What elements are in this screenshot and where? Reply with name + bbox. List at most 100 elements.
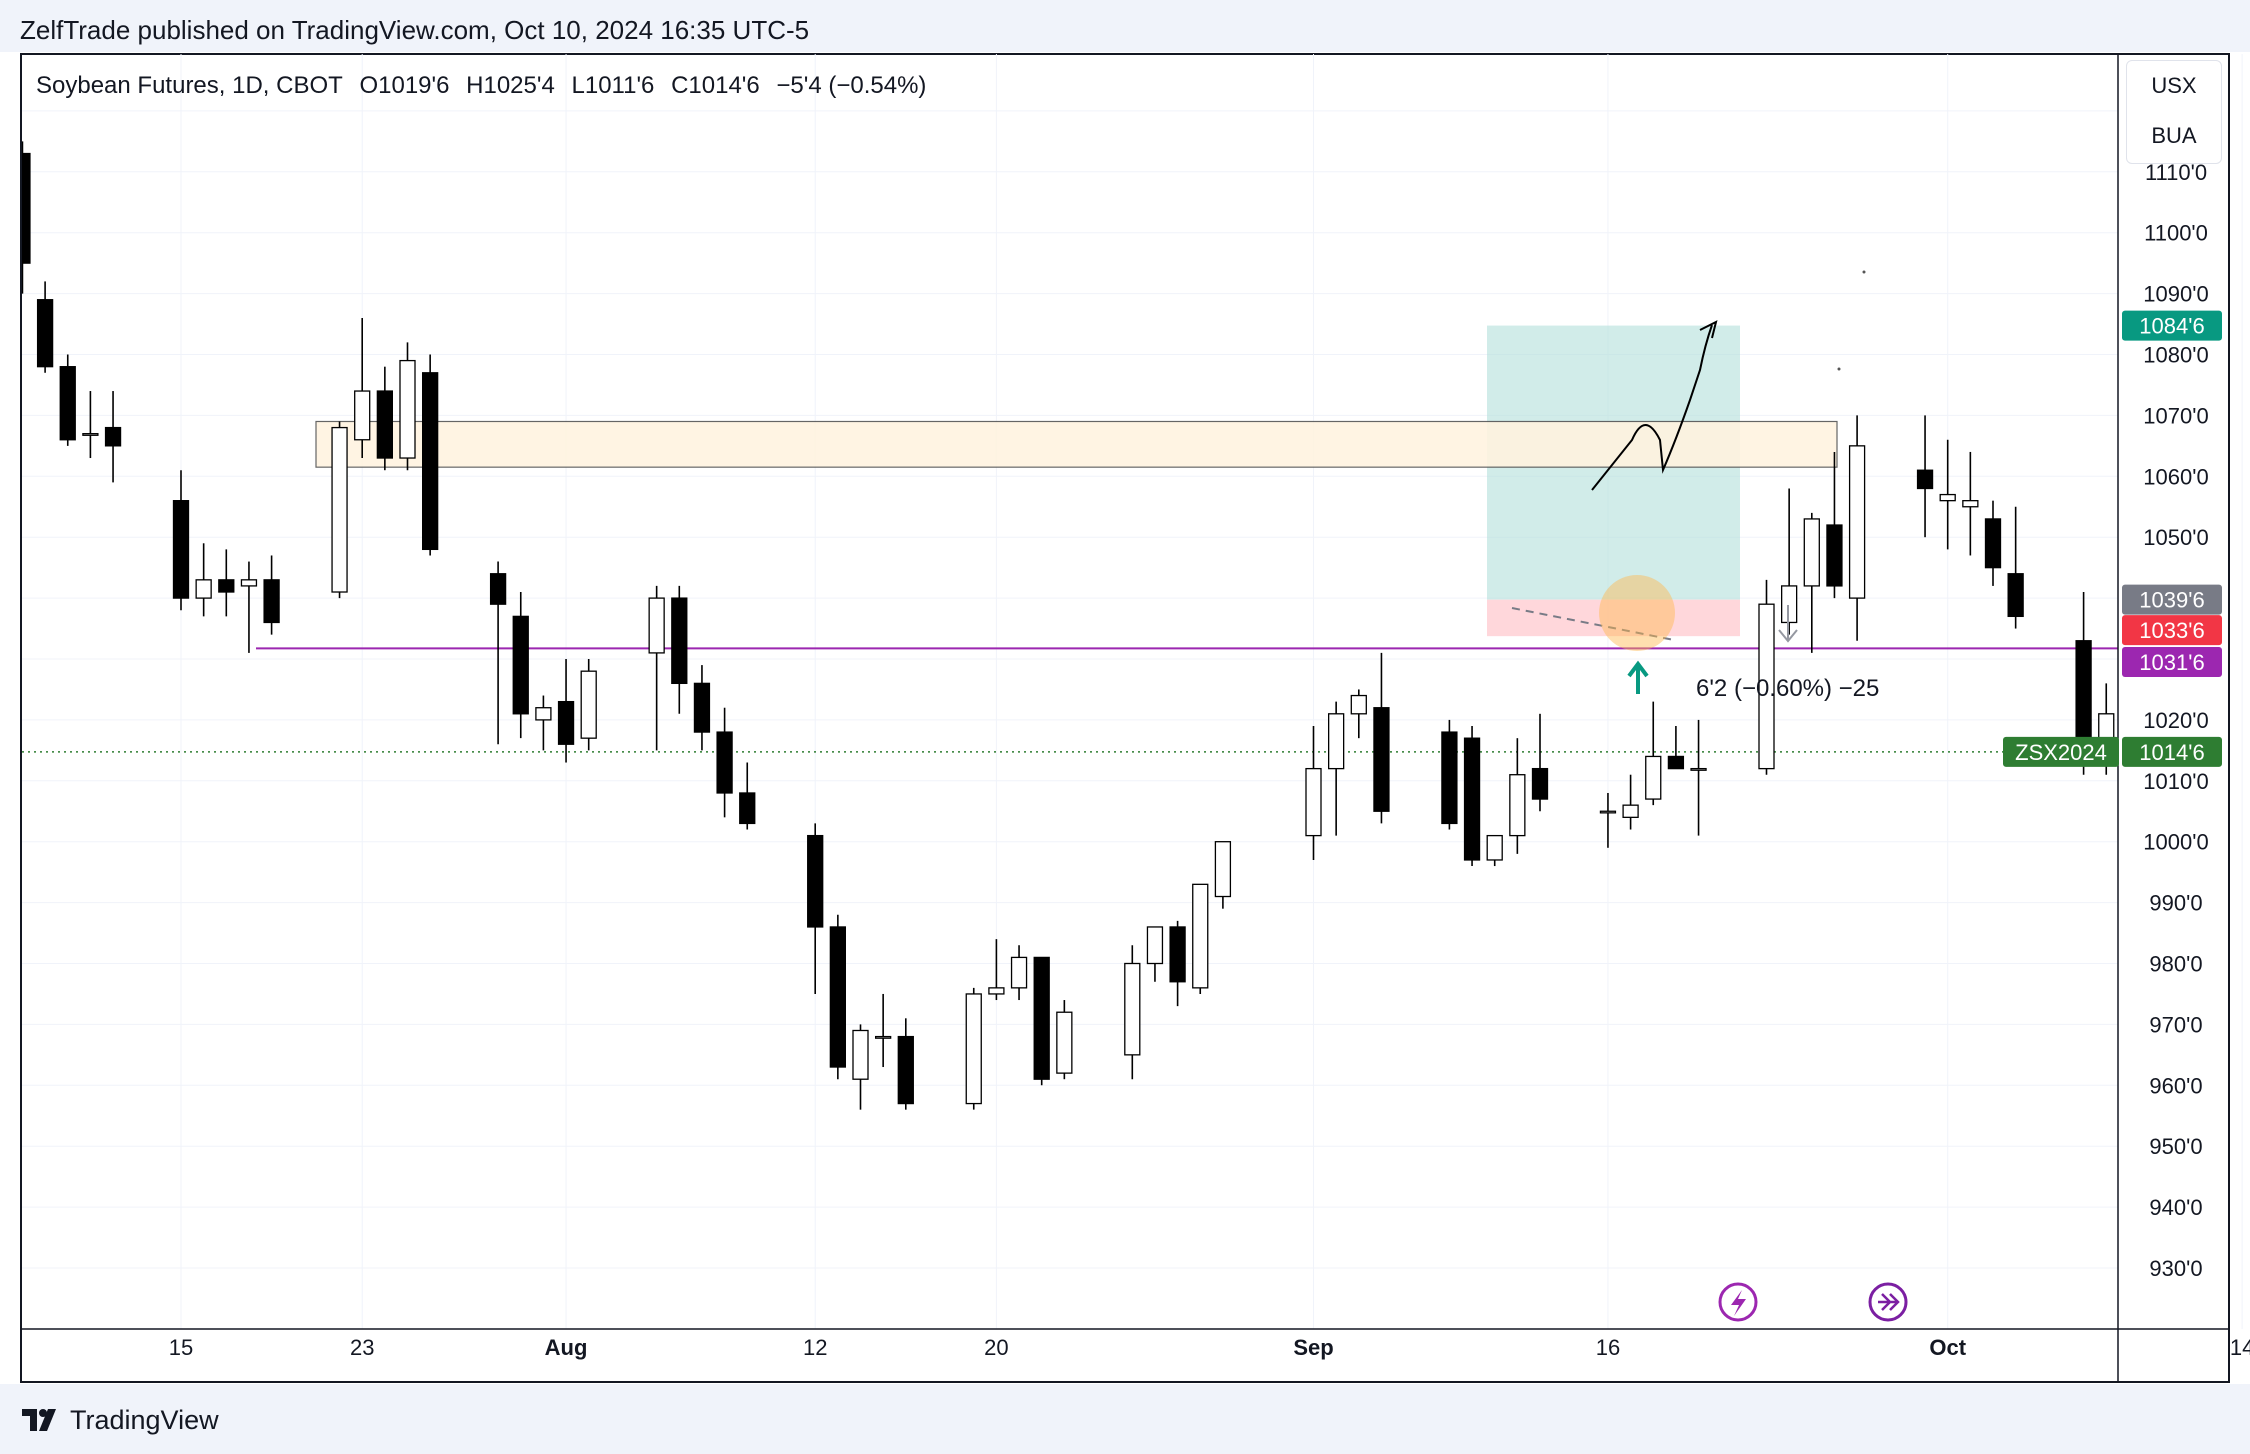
candle-body-bear xyxy=(2007,573,2024,618)
candle-body-bull xyxy=(195,579,212,599)
candle xyxy=(240,561,258,653)
target-price-tag-text: 1084'6 xyxy=(2139,314,2204,339)
candle-body-bull xyxy=(1350,694,1367,715)
level2-price-tag: 1033'6 xyxy=(2122,615,2222,646)
candle xyxy=(263,555,280,635)
candle-body-bull xyxy=(1622,804,1639,818)
candle xyxy=(1486,834,1503,867)
fast-forward-chevrons-icon xyxy=(1878,1293,1900,1311)
candle-body-bear xyxy=(263,579,280,624)
candle-body-bull xyxy=(535,707,552,721)
candle xyxy=(1214,841,1232,909)
candle xyxy=(1350,689,1367,739)
candle xyxy=(557,659,575,763)
level2-price-tag-bg xyxy=(2122,615,2222,646)
price-tick-label: 970'0 xyxy=(2149,1012,2202,1037)
candle-body-bull xyxy=(988,987,1005,995)
level1-price-tag-bg xyxy=(2122,584,2222,615)
time-tick-label: Sep xyxy=(1293,1335,1333,1360)
candle-body-bear xyxy=(897,1035,914,1105)
unit-selector[interactable]: USX BUA xyxy=(2126,60,2222,164)
candle-body-bull xyxy=(1848,445,1866,599)
candle xyxy=(2007,506,2024,629)
candle xyxy=(36,281,54,373)
grid-lines xyxy=(22,54,2243,1329)
price-tick-label: 980'0 xyxy=(2149,952,2202,977)
candle xyxy=(195,543,212,617)
price-tick-label: 930'0 xyxy=(2149,1256,2202,1281)
candle xyxy=(1146,926,1164,982)
time-tick-label: 12 xyxy=(803,1335,827,1360)
stop-zone xyxy=(1487,599,1740,637)
candle xyxy=(1192,883,1209,994)
candle-body-bull xyxy=(354,390,371,441)
tradingview-brand: TradingView xyxy=(70,1404,219,1435)
candle xyxy=(1441,719,1458,830)
candle xyxy=(1463,725,1481,867)
highlight-circle xyxy=(1599,575,1675,651)
candle-body-bear xyxy=(218,579,235,593)
candle xyxy=(648,585,665,751)
candle-body-bull xyxy=(331,426,348,593)
legend-open: O1019'6 xyxy=(359,72,449,99)
candle-body-bear xyxy=(2075,640,2092,739)
price-tick-label: 1070'0 xyxy=(2143,403,2208,428)
candle xyxy=(1305,725,1322,860)
ticker-tag: ZSX2024 xyxy=(2003,736,2119,767)
header-bar: ZelfTrade published on TradingView.com, … xyxy=(0,0,2250,52)
candle-body-bull xyxy=(399,359,416,459)
candle xyxy=(693,665,711,751)
unit-option-usx[interactable]: USX xyxy=(2151,73,2197,98)
candle-body-bear xyxy=(1916,469,1934,490)
candle xyxy=(354,317,371,459)
candle xyxy=(489,561,507,745)
candle xyxy=(218,549,235,617)
level3-price-tag: 1031'6 xyxy=(2122,647,2222,678)
level2-price-tag-text: 1033'6 xyxy=(2139,618,2204,643)
candle xyxy=(1690,719,1707,836)
price-tick-label: 940'0 xyxy=(2149,1195,2202,1220)
legend-high: H1025'4 xyxy=(466,72,555,99)
candle xyxy=(535,695,552,751)
price-tick-label: 1050'0 xyxy=(2143,525,2208,550)
candle-body-bull xyxy=(1328,713,1345,770)
candle xyxy=(739,762,756,830)
candle-body-bear xyxy=(36,299,54,368)
candle-body-bull xyxy=(1803,518,1820,587)
legend-open-value: 1019'6 xyxy=(378,72,450,99)
candle xyxy=(1645,701,1662,806)
candle-body-bull xyxy=(852,1029,869,1080)
entry-arrow-icon xyxy=(1627,660,1649,694)
candle xyxy=(1124,945,1141,1080)
unit-option-bua[interactable]: BUA xyxy=(2151,123,2197,148)
legend-close: C1014'6 xyxy=(671,72,760,99)
tradingview-logo[interactable]: TradingView xyxy=(22,1403,219,1437)
ticker-tag-text: ZSX2024 xyxy=(2015,740,2107,765)
candle-body-bull xyxy=(1214,841,1232,898)
legend-high-label: H xyxy=(466,72,484,99)
candle xyxy=(1781,488,1798,635)
down-arrow-icon xyxy=(1778,605,1798,643)
candle-body-bull xyxy=(1305,767,1322,837)
last-price-tag-text: 1014'6 xyxy=(2139,740,2204,765)
level1-price-tag: 1039'6 xyxy=(2122,584,2222,615)
chart-frame xyxy=(20,53,2230,1383)
candle xyxy=(988,939,1005,1001)
candle xyxy=(104,391,122,483)
target-price-tag: 1084'6 xyxy=(2122,310,2222,341)
legend-open-label: O xyxy=(359,72,379,99)
candle xyxy=(1939,439,1956,550)
candle xyxy=(1803,512,1820,653)
supply-zone xyxy=(315,420,1838,468)
candle-body-bear xyxy=(557,700,575,745)
candle xyxy=(716,707,733,818)
candle xyxy=(580,659,597,751)
time-tick-label: 20 xyxy=(984,1335,1008,1360)
candle-body-bull xyxy=(1758,603,1775,770)
plot-layer: 6'2 (−0.60%) −25 xyxy=(22,141,2118,1110)
candle-body-bull xyxy=(648,597,665,654)
candle-body-bear xyxy=(829,926,846,1068)
candle xyxy=(1984,500,2002,586)
candle-body-bear xyxy=(172,500,190,599)
